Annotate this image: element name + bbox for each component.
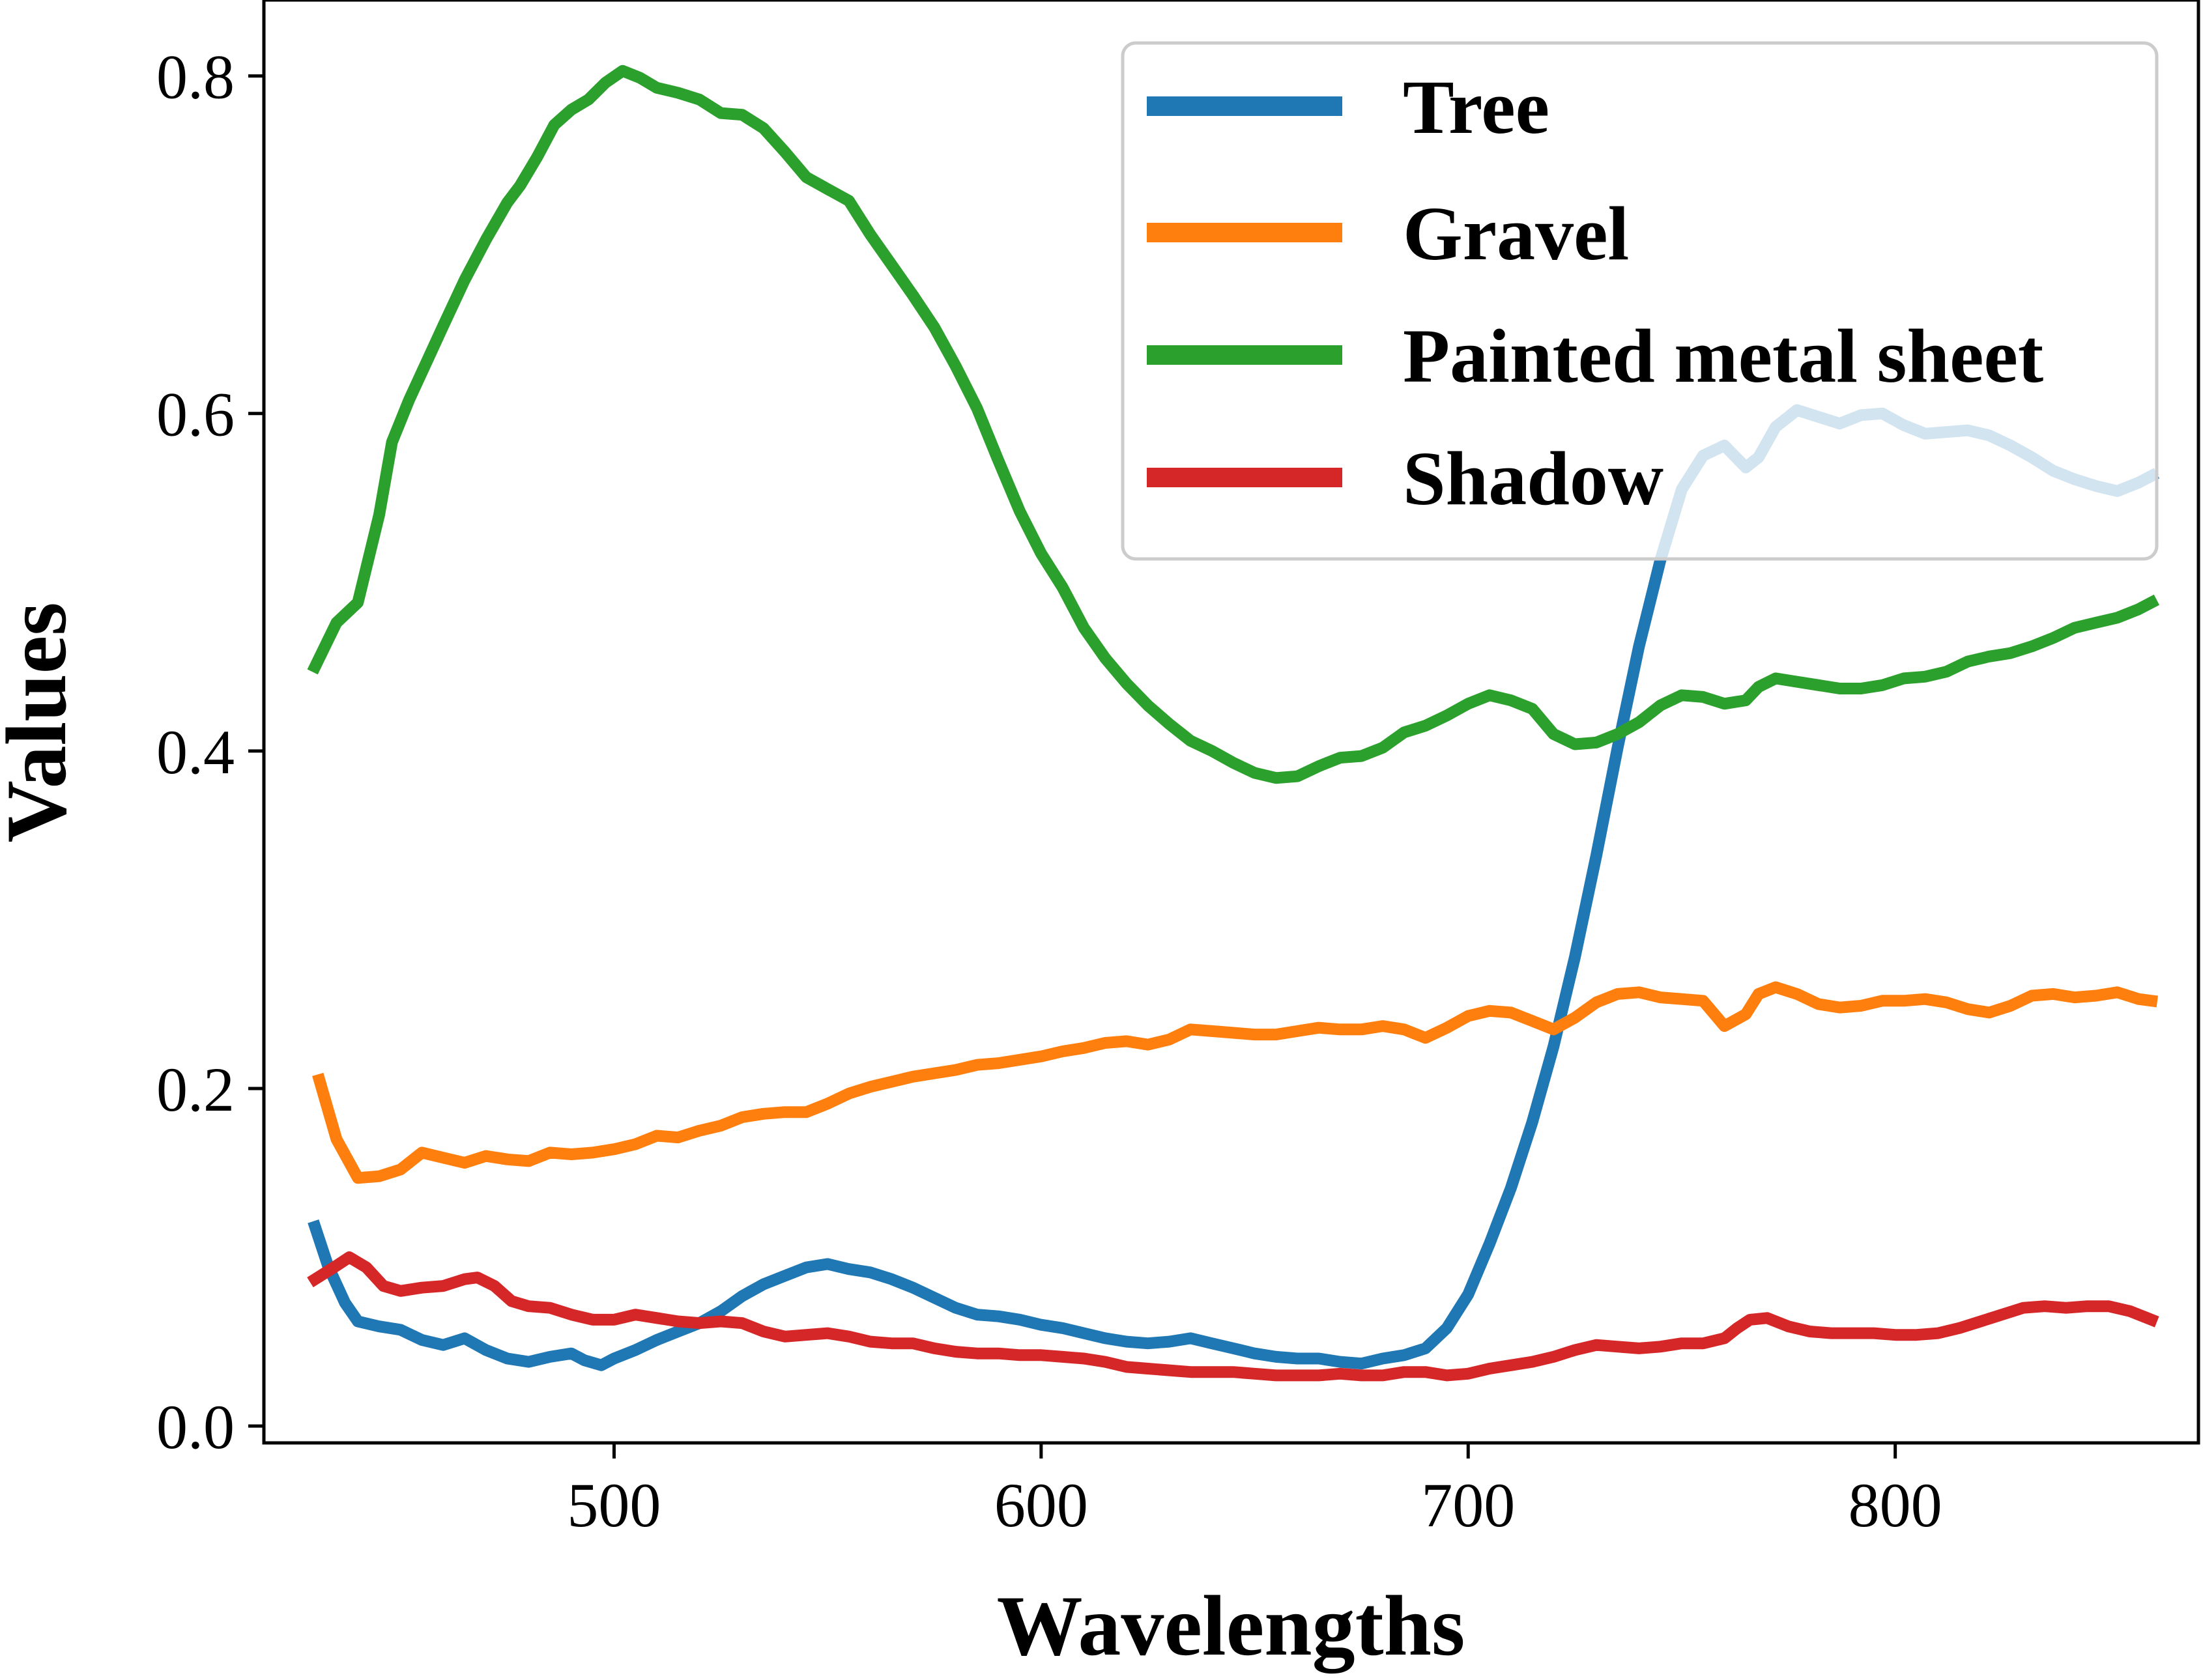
- x-tick-label: 800: [1849, 1470, 1942, 1540]
- y-tick-label: 0.4: [156, 717, 235, 787]
- axis-ticks: 500 600 700 800 0.0 0.2 0.4 0.6 0.8: [156, 42, 1942, 1540]
- y-tick-label: 0.0: [156, 1392, 235, 1462]
- x-tick-label: 700: [1421, 1470, 1515, 1540]
- legend-label-painted-metal-sheet: Painted metal sheet: [1403, 313, 2043, 399]
- x-tick-label: 500: [567, 1470, 661, 1540]
- plot-frame: [262, 0, 2200, 1445]
- legend: Tree Gravel Painted metal sheet Shadow: [1121, 41, 2159, 561]
- legend-label-shadow: Shadow: [1403, 436, 1663, 521]
- legend-items: Tree Gravel Painted metal sheet Shadow: [1147, 64, 2043, 521]
- series-line-shadow: [307, 1251, 2159, 1382]
- y-tick-label: 0.8: [156, 42, 235, 112]
- y-tick-label: 0.2: [156, 1055, 235, 1124]
- y-axis-title: Values: [0, 602, 84, 842]
- legend-box: [1121, 41, 2159, 561]
- y-tick-label: 0.6: [156, 380, 235, 449]
- series-line-gravel: [312, 981, 2159, 1184]
- legend-label-tree: Tree: [1403, 64, 1549, 150]
- legend-label-gravel: Gravel: [1403, 191, 1629, 276]
- series-line-painted-metal-sheet: [307, 64, 2160, 784]
- x-axis-title: Wavelengths: [997, 1578, 1465, 1673]
- x-tick-label: 600: [994, 1470, 1088, 1540]
